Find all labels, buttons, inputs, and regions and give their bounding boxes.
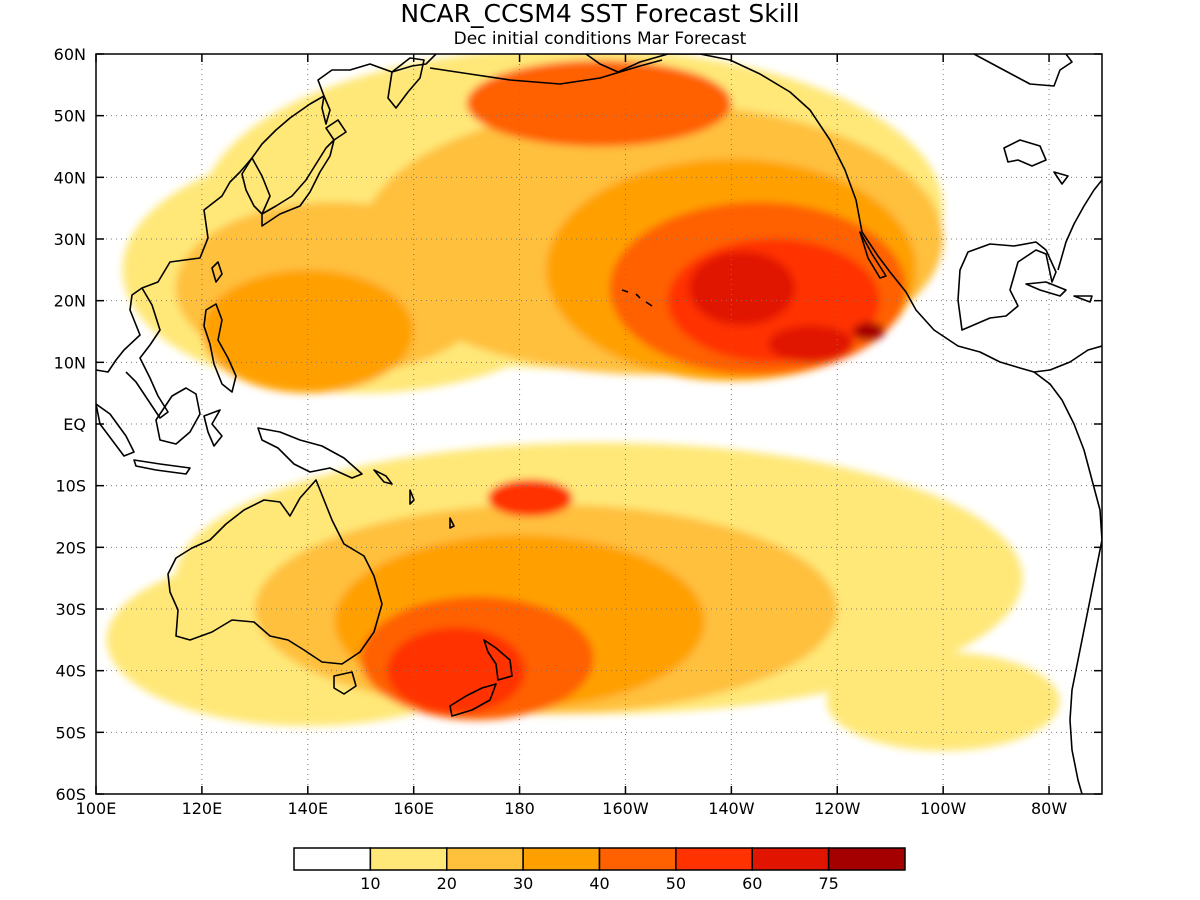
colorbar-label: 30 — [513, 874, 533, 893]
x-tick-label: 100E — [76, 799, 117, 818]
x-tick-label: 160W — [602, 799, 649, 818]
coastline-new-zealand-north — [483, 639, 513, 681]
colorbar-swatch-7 — [827, 847, 906, 871]
colorbar-label: 75 — [818, 874, 838, 893]
colorbar-swatch-0 — [293, 847, 372, 871]
skill-region-13 — [466, 60, 732, 147]
colorbar-label: 50 — [666, 874, 686, 893]
coastline-indochina — [125, 287, 169, 419]
x-tick-label: 80W — [1031, 799, 1067, 818]
axes: 100E 120E 140E 160E 180 160W 140W 120W 100W 80W 60… — [54, 45, 1102, 818]
coastline-gulf-of-mexico — [957, 241, 1057, 331]
skill-shading — [106, 54, 1060, 751]
coastline-japan — [261, 139, 335, 227]
y-tick-label: 40S — [55, 662, 86, 681]
skill-region-10 — [201, 269, 414, 394]
coastline-new-zealand-south — [449, 683, 497, 717]
coastline-java — [133, 459, 191, 475]
coastline-philippines — [203, 303, 237, 393]
x-tick-label: 160E — [393, 799, 434, 818]
coastline-us-east — [1057, 179, 1102, 271]
coastline-kamchatka — [387, 57, 425, 109]
skill-region-19 — [853, 322, 885, 341]
coastline-sumatra — [96, 403, 135, 457]
coastline-solomon-islands — [373, 469, 455, 529]
skill-region-16 — [487, 479, 573, 517]
coastline-south-america — [1033, 371, 1102, 794]
y-tick-label: 20S — [55, 538, 86, 557]
map-subtitle: Dec initial conditions Mar Forecast — [454, 29, 747, 49]
coastline-new-guinea — [257, 427, 363, 479]
colorbar-swatch-1 — [369, 847, 448, 871]
x-tick-label: 120E — [182, 799, 223, 818]
coastline-sulawesi — [203, 409, 223, 447]
coastline-hawaii — [621, 289, 653, 307]
y-tick-label: 60S — [55, 785, 86, 804]
y-tick-label: 20N — [54, 292, 86, 311]
skill-region-17 — [689, 251, 795, 326]
colorbar-swatch-6 — [751, 847, 830, 871]
plot-area — [96, 54, 1102, 794]
coastline-borneo — [155, 387, 201, 445]
coastline-asia — [96, 54, 437, 373]
colorbar-swatch-3 — [522, 847, 601, 871]
coastline-taiwan — [211, 261, 223, 283]
coastlines — [96, 54, 1102, 794]
x-tick-label: 180 — [504, 799, 535, 818]
coastline-baja — [859, 231, 887, 279]
coastline-caribbean-islands — [1025, 281, 1093, 303]
colorbar-swatch-4 — [598, 847, 677, 871]
y-tick-label: 50S — [55, 723, 86, 742]
coastline-hudson-bay — [973, 54, 1073, 87]
colorbar: 10 20 30 40 50 60 75 — [293, 847, 906, 893]
y-tick-label: 30S — [55, 600, 86, 619]
y-tick-label: EQ — [63, 415, 86, 434]
y-tick-label: 10S — [55, 477, 86, 496]
coastline-tasmania — [333, 671, 357, 695]
y-tick-label: 30N — [54, 230, 86, 249]
skill-region-18 — [768, 325, 854, 363]
coastline-north-america — [585, 54, 1102, 373]
y-tick-label: 10N — [54, 353, 86, 372]
colorbar-swatch-5 — [675, 847, 753, 871]
skill-region-4 — [826, 652, 1060, 751]
colorbar-label: 20 — [437, 874, 457, 893]
coastline-aleutians — [429, 59, 663, 85]
coastline-australia — [167, 479, 383, 665]
x-tick-label: 120W — [814, 799, 861, 818]
colorbar-swatch-2 — [446, 847, 524, 871]
coastline-great-lakes — [1003, 139, 1069, 185]
x-tick-label: 100W — [920, 799, 967, 818]
y-tick-label: 40N — [54, 168, 86, 187]
graticule — [96, 54, 1102, 794]
x-tick-label: 140W — [708, 799, 755, 818]
colorbar-label: 10 — [360, 874, 380, 893]
coastline-hokkaido — [325, 119, 347, 141]
y-tick-label: 60N — [54, 45, 86, 64]
colorbar-label: 60 — [742, 874, 762, 893]
y-tick-label: 50N — [54, 107, 86, 126]
coastline-sakhalin — [321, 95, 331, 125]
coastline-korea — [241, 157, 271, 215]
map-title: NCAR_CCSM4 SST Forecast Skill — [400, 0, 799, 28]
colorbar-label: 40 — [589, 874, 609, 893]
x-tick-label: 140E — [287, 799, 328, 818]
